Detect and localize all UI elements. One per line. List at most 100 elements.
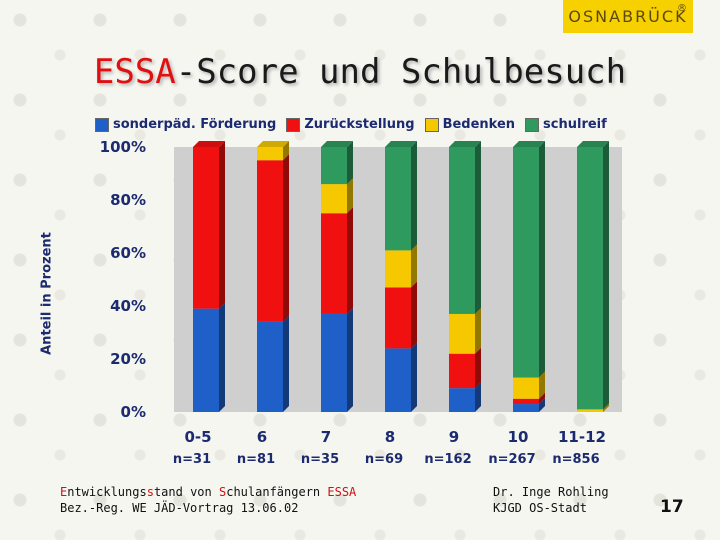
x-category-label: 11-12 <box>558 428 606 446</box>
bar-front <box>449 388 475 412</box>
bar-side <box>539 141 545 378</box>
slide-title: ESSA-Score und Schulbesuch <box>0 52 720 92</box>
bar-segment <box>257 154 289 322</box>
bar-side <box>475 347 481 389</box>
bar-front <box>449 313 475 354</box>
bar-side <box>347 178 353 214</box>
bar-side <box>411 244 417 288</box>
bar-front <box>321 313 347 412</box>
footer-hl-s2: S <box>218 485 227 499</box>
bar-front <box>513 377 539 399</box>
footer-hl-essa: ESSA <box>327 485 357 499</box>
bar-segment <box>321 178 353 214</box>
x-sample-size-label: n=69 <box>364 452 404 467</box>
bar-front <box>385 147 411 251</box>
footer-line-1: Entwicklungsstand von Schulanfängern ESS… <box>60 484 356 500</box>
legend-item-3: schulreif <box>525 117 607 132</box>
bar-side <box>603 403 609 412</box>
x-sample-size-label: n=856 <box>552 452 600 467</box>
bar-front <box>513 147 539 378</box>
bar-front <box>321 147 347 185</box>
bar-front <box>257 160 283 322</box>
bar-segment <box>385 244 417 288</box>
logo-registered-mark: ® <box>677 3 687 14</box>
bar-front <box>385 348 411 412</box>
bar-segment <box>321 307 353 412</box>
logo-text: OSNABRÜCK <box>568 7 688 26</box>
bar-front <box>513 398 539 405</box>
bar-side <box>219 302 225 412</box>
x-category-label: 10 <box>507 428 529 446</box>
bar-segment <box>385 281 417 349</box>
x-category-label: 8 <box>384 428 396 446</box>
legend-label-3: schulreif <box>543 117 607 132</box>
bar-top-cap <box>513 141 545 147</box>
y-tick-label: 40% <box>110 297 146 315</box>
bar-side <box>539 371 545 399</box>
x-sample-size-label: n=162 <box>424 452 472 467</box>
bar-front <box>577 147 603 410</box>
x-category-label: 9 <box>448 428 460 446</box>
osnabrueck-logo: OSNABRÜCK ® <box>563 0 693 33</box>
footer-text-1: ntwicklungs <box>67 485 147 499</box>
bar-top-cap <box>257 141 289 147</box>
y-tick-label: 80% <box>110 191 146 209</box>
x-category-label: 6 <box>256 428 268 446</box>
bar-side <box>411 342 417 412</box>
y-tick-label: 60% <box>110 244 146 262</box>
x-sample-size-label: n=35 <box>300 452 340 467</box>
bar-side <box>347 207 353 314</box>
footer-source: Entwicklungsstand von Schulanfängern ESS… <box>60 484 356 516</box>
bar-segment <box>513 371 545 399</box>
bar-side <box>283 154 289 322</box>
x-sample-size-label: n=267 <box>488 452 536 467</box>
bar-top-cap <box>193 141 225 147</box>
bar-segment <box>385 141 417 251</box>
bar-front <box>449 147 475 314</box>
bar-front <box>513 404 539 412</box>
bar-segment <box>257 141 289 161</box>
bar-top-cap <box>449 141 481 147</box>
bar-segment <box>321 207 353 314</box>
bar-segment <box>577 403 609 412</box>
bar-side <box>539 392 545 405</box>
bar-segment <box>321 141 353 185</box>
y-tick-label: 100% <box>99 138 146 156</box>
bar-segment <box>513 398 545 412</box>
y-tick-label: 0% <box>120 403 146 421</box>
bar-front <box>385 287 411 349</box>
bar-top-cap <box>385 141 417 147</box>
legend-label-0: sonderpäd. Förderung <box>113 117 277 132</box>
bar-side <box>411 141 417 251</box>
bar-side <box>411 281 417 349</box>
bar-front <box>193 308 219 412</box>
x-sample-size-label: n=31 <box>172 452 212 467</box>
page-number: 17 <box>660 497 684 517</box>
author-org: KJGD OS-Stadt <box>493 501 587 515</box>
legend-item-2: Bedenken <box>424 117 515 132</box>
bar-front <box>257 321 283 412</box>
bar-front <box>449 353 475 389</box>
chart-legend: sonderpäd. Förderung Zurückstellung Bedenk… <box>95 117 607 132</box>
footer-line-2: Bez.-Reg. WE JÄD-Vortrag 13.06.02 <box>60 501 299 515</box>
bar-segment <box>193 141 225 309</box>
bar-side <box>283 141 289 161</box>
bar-side <box>219 141 225 309</box>
bar-segment <box>449 347 481 389</box>
bar-side <box>603 141 609 410</box>
footer-author: Dr. Inge Rohling KJGD OS-Stadt <box>493 484 609 516</box>
x-category-label: 0-5 <box>184 428 212 446</box>
bar-segment <box>193 302 225 412</box>
bar-side <box>475 382 481 412</box>
legend-swatch-2 <box>424 117 439 132</box>
footer-hl-e: E <box>60 485 68 499</box>
legend-label-1: Zurückstellung <box>304 117 415 132</box>
bar-segment <box>577 141 609 410</box>
bar-segment <box>385 342 417 412</box>
bar-front <box>385 250 411 288</box>
legend-item-0: sonderpäd. Förderung <box>95 117 276 132</box>
bar-side <box>283 315 289 412</box>
x-sample-size-label: n=81 <box>236 452 276 467</box>
legend-swatch-0 <box>95 117 109 132</box>
